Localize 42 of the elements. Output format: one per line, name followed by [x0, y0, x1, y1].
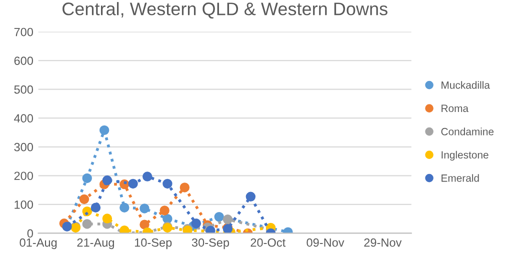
point	[180, 182, 190, 192]
point	[102, 214, 112, 224]
y-tick-label: 600	[14, 56, 34, 65]
y-tick-label: 100	[14, 200, 34, 209]
x-tick-label: 29-Nov	[364, 238, 402, 247]
y-tick-label: 300	[14, 142, 34, 152]
y-tick-label: 400	[14, 114, 34, 123]
chart-title: Central, Western QLD & Western Downs	[62, 2, 388, 19]
point	[102, 175, 112, 186]
point	[142, 172, 152, 182]
point	[162, 178, 172, 189]
point	[214, 212, 224, 222]
point	[128, 178, 138, 189]
x-tick-label: 20-Oct	[250, 238, 286, 247]
legend-label: Inglestone	[442, 150, 488, 161]
point	[82, 219, 92, 229]
x-tick-label: 10-Sep	[134, 238, 172, 250]
point	[140, 204, 150, 214]
x-tick-label: 21-Aug	[77, 238, 114, 250]
point	[120, 225, 130, 234]
x-tick-label: 01-Aug	[20, 238, 57, 250]
y-tick-label: 700	[14, 28, 34, 36]
legend-label: Muckadilla	[442, 81, 490, 89]
point	[120, 202, 130, 212]
x-tick-label: 30-Sep	[192, 238, 230, 250]
legend-label: Emerald	[442, 174, 479, 182]
point	[246, 192, 256, 202]
point	[140, 220, 150, 230]
x-tick-label: 09-Nov	[306, 238, 344, 247]
point	[90, 202, 101, 212]
y-tick-label: 0	[27, 229, 34, 238]
point	[82, 173, 92, 184]
y-tick-label: 200	[14, 172, 34, 180]
legend-label: Condamine	[441, 128, 494, 136]
point	[160, 206, 170, 216]
point	[191, 218, 202, 228]
y-tick-label: 500	[14, 85, 34, 94]
point	[206, 226, 216, 234]
point	[79, 194, 90, 204]
point	[99, 125, 110, 136]
point	[222, 214, 233, 224]
legend-label: Roma	[442, 104, 469, 112]
